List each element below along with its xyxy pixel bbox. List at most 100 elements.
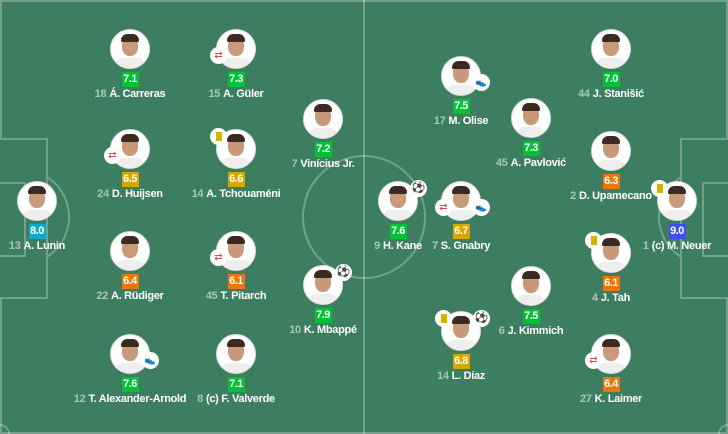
player-away[interactable]: 9.0 1 (c) M. Neuer [617, 180, 728, 253]
yellow-card-icon [651, 180, 668, 197]
goal-ball-icon: ⚽ [473, 310, 490, 327]
corner-arc [718, 424, 728, 434]
player-home[interactable]: 6.5 24 D. Huijsen ⇄ [70, 129, 190, 201]
assist-boot-icon: 👟 [473, 74, 490, 91]
player-name-label: 14 L. Díaz [401, 370, 521, 383]
player-home[interactable]: 7.1 18 Á. Carreras [70, 29, 190, 101]
player-name-label: 24 D. Huijsen [70, 188, 190, 201]
rating-badge: 7.1 [121, 72, 139, 87]
rating-badge: 6.4 [121, 274, 139, 289]
player-name-label: 15 A. Güler [176, 88, 296, 101]
player-home[interactable]: 7.9 10 K. Mbappé ⚽ [263, 264, 383, 337]
substitution-icon: ⇄ [104, 147, 121, 164]
shirt-number: 22 [96, 290, 108, 302]
substitution-icon: ⇄ [210, 47, 227, 64]
player-name-label: 9 H. Kane [338, 240, 458, 253]
player-name-label: 45 T. Pitarch [176, 290, 296, 303]
player-name-label: 4 J. Tah [551, 292, 671, 305]
shirt-number: 24 [97, 188, 109, 200]
shirt-number: 4 [592, 292, 598, 304]
shirt-number: 12 [73, 393, 86, 405]
player-name-label: 10 K. Mbappé [263, 324, 383, 337]
player-name-label: 13 A. Lunin [0, 240, 97, 253]
player-away[interactable]: 7.5 17 M. Olise 👟 [401, 56, 521, 128]
shirt-number: 44 [578, 88, 590, 100]
rating-badge: 7.5 [452, 99, 470, 114]
player-name-label: 12 T. Alexander-Arnold [70, 393, 190, 406]
right-goal-box [702, 182, 728, 257]
player-name: K. Laimer [594, 393, 643, 405]
player-photo [511, 98, 551, 138]
player-away[interactable]: 7.6 9 H. Kane ⚽ [338, 180, 458, 253]
player-name: (c) F. Valverde [205, 393, 275, 405]
shirt-number: 14 [191, 188, 204, 200]
player-photo [110, 29, 150, 69]
player-photo [591, 29, 631, 69]
player-name: A. Tchouaméni [206, 188, 281, 200]
player-photo [110, 231, 150, 271]
player-name-label: 44 J. Stanišić [551, 88, 671, 101]
player-away[interactable]: 7.0 44 J. Stanišić [551, 29, 671, 101]
player-away[interactable]: 6.7 7 S. Gnabry ⇄ 👟 [401, 181, 521, 253]
player-name: J. Stanišić [592, 88, 644, 100]
player-name-label: 6 J. Kimmich [471, 325, 591, 338]
player-home[interactable]: 6.4 22 A. Rüdiger [70, 231, 190, 303]
player-home[interactable]: 7.6 12 T. Alexander-Arnold 👟 [70, 334, 190, 406]
rating-badge: 6.4 [602, 377, 620, 392]
shirt-number: 1 [642, 240, 649, 252]
rating-badge: 6.6 [227, 172, 245, 187]
yellow-card-icon [435, 310, 452, 327]
rating-badge: 7.2 [314, 142, 332, 157]
player-photo [511, 266, 551, 306]
player-name-label: 8 (c) F. Valverde [176, 393, 296, 406]
player-home[interactable]: 7.3 15 A. Güler ⇄ [176, 29, 296, 101]
shirt-number: 17 [433, 115, 446, 127]
player-away[interactable]: 6.4 27 K. Laimer ⇄ [551, 334, 671, 406]
player-away[interactable]: 7.5 6 J. Kimmich [471, 266, 591, 338]
shirt-number: 45 [495, 157, 508, 169]
player-photo [216, 334, 256, 374]
player-away[interactable]: 7.3 45 A. Pavlović [471, 98, 591, 170]
shirt-number: 8 [197, 393, 203, 405]
player-home[interactable]: 6.6 14 A. Tchouaméni [176, 128, 296, 201]
rating-badge: 7.6 [389, 224, 407, 239]
rating-badge: 6.8 [452, 354, 470, 369]
substitution-icon: ⇄ [435, 199, 452, 216]
goal-ball-icon: ⚽ [335, 264, 352, 281]
player-home[interactable]: 7.1 8 (c) F. Valverde [176, 334, 296, 406]
player-name: (c) M. Neuer [651, 240, 712, 252]
corner-arc [0, 424, 10, 434]
player-name: K. Mbappé [303, 324, 357, 336]
rating-badge: 7.6 [121, 377, 139, 392]
player-name: J. Kimmich [507, 325, 564, 337]
player-home[interactable]: 6.1 45 T. Pitarch ⇄ [176, 231, 296, 303]
player-name-label: 17 M. Olise [401, 115, 521, 128]
rating-badge: 6.7 [452, 224, 470, 239]
player-name: A. Pavlović [510, 157, 567, 169]
shirt-number: 2 [570, 190, 576, 202]
player-name: H. Kane [382, 240, 422, 252]
rating-badge: 8.0 [28, 224, 46, 239]
rating-badge: 7.3 [522, 141, 540, 156]
player-home[interactable]: 8.0 13 A. Lunin [0, 181, 97, 253]
player-name-label: 18 Á. Carreras [70, 88, 190, 101]
player-name: D. Huijsen [111, 188, 163, 200]
player-away[interactable]: 6.1 4 J. Tah [551, 232, 671, 305]
player-photo [17, 181, 57, 221]
player-away[interactable]: 6.8 14 L. Díaz ⚽ [401, 310, 521, 383]
yellow-card-icon [210, 128, 227, 145]
player-home[interactable]: 7.2 7 Vinícius Jr. [263, 99, 383, 171]
rating-badge: 9.0 [668, 224, 686, 239]
substitution-icon: ⇄ [210, 249, 227, 266]
player-name: M. Olise [448, 115, 489, 127]
player-name-label: 27 K. Laimer [551, 393, 671, 406]
shirt-number: 10 [289, 324, 301, 336]
player-away[interactable]: 6.3 2 D. Upamecano [551, 131, 671, 203]
player-name: T. Alexander-Arnold [88, 393, 187, 405]
assist-boot-icon: 👟 [473, 199, 490, 216]
player-name-label: 7 Vinícius Jr. [263, 158, 383, 171]
rating-badge: 7.0 [602, 72, 620, 87]
substitution-icon: ⇄ [585, 352, 602, 369]
player-name-label: 7 S. Gnabry [401, 240, 521, 253]
